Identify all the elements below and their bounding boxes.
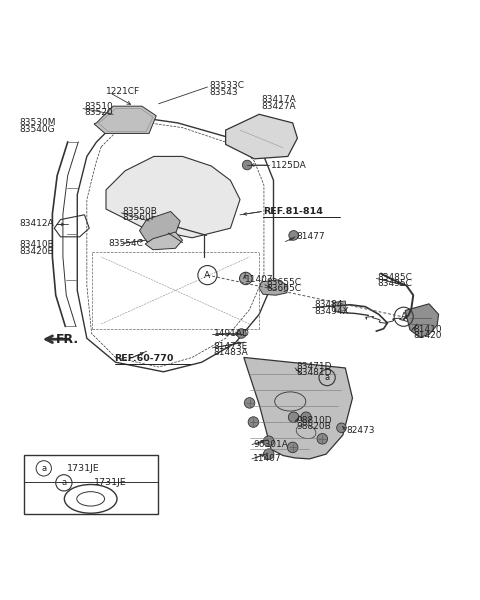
Text: 1125DA: 1125DA (271, 161, 307, 170)
Circle shape (264, 449, 274, 460)
Circle shape (264, 436, 274, 446)
Text: 81420: 81420 (413, 331, 442, 340)
Polygon shape (94, 106, 156, 133)
Text: 1221CF: 1221CF (106, 88, 140, 97)
Text: 81477: 81477 (297, 232, 325, 241)
Polygon shape (140, 211, 180, 242)
Text: 83540G: 83540G (20, 125, 56, 134)
Polygon shape (259, 280, 288, 295)
Text: 83560F: 83560F (123, 213, 156, 222)
Text: 83427A: 83427A (262, 101, 296, 110)
Circle shape (289, 230, 299, 240)
Text: a: a (61, 478, 66, 487)
Text: a: a (41, 464, 47, 473)
Text: REF.60-770: REF.60-770 (115, 354, 174, 363)
Text: 83412A: 83412A (20, 219, 54, 228)
Text: 83410B: 83410B (20, 241, 55, 250)
Text: 83655C: 83655C (266, 278, 301, 287)
Polygon shape (244, 358, 352, 459)
Circle shape (301, 412, 312, 422)
Text: 82473: 82473 (346, 425, 375, 434)
Polygon shape (106, 157, 240, 238)
Text: 83554C: 83554C (108, 239, 143, 248)
Text: 83520: 83520 (84, 108, 113, 117)
Text: 83495C: 83495C (378, 279, 413, 288)
Text: 83494X: 83494X (314, 307, 349, 316)
Text: 83510: 83510 (84, 101, 113, 110)
Text: 98820B: 98820B (297, 422, 331, 431)
Text: 98810D: 98810D (297, 416, 332, 425)
Text: 11407: 11407 (253, 454, 282, 463)
Text: 11407: 11407 (245, 275, 274, 284)
Polygon shape (405, 304, 439, 337)
Circle shape (240, 272, 252, 284)
Text: 81483A: 81483A (214, 348, 249, 357)
Text: 83417A: 83417A (262, 95, 296, 104)
Text: 1731JE: 1731JE (67, 464, 99, 473)
Text: 83543: 83543 (209, 88, 238, 97)
Polygon shape (145, 232, 182, 250)
Polygon shape (333, 301, 346, 312)
Circle shape (288, 412, 299, 422)
Text: 83485C: 83485C (378, 272, 413, 281)
Text: REF.81-814: REF.81-814 (263, 207, 323, 216)
Text: 83530M: 83530M (20, 118, 56, 127)
Text: 83481D: 83481D (297, 368, 332, 377)
Text: FR.: FR. (56, 333, 79, 346)
Text: 83471D: 83471D (297, 362, 332, 371)
Text: 83665C: 83665C (266, 284, 301, 293)
Text: 83533C: 83533C (209, 81, 244, 90)
Text: 81410: 81410 (413, 325, 442, 334)
Text: A: A (401, 312, 407, 321)
Polygon shape (226, 114, 298, 159)
Text: a: a (324, 373, 330, 382)
Text: 83420B: 83420B (20, 247, 54, 256)
Circle shape (336, 423, 346, 433)
Circle shape (244, 398, 255, 408)
Text: 96301A: 96301A (253, 440, 288, 449)
Circle shape (237, 329, 246, 338)
Circle shape (317, 434, 327, 444)
Circle shape (248, 417, 259, 427)
Text: 83484: 83484 (314, 300, 343, 309)
Text: A: A (204, 271, 211, 280)
Circle shape (288, 442, 298, 452)
Circle shape (242, 160, 252, 170)
Text: 1731JE: 1731JE (94, 478, 127, 487)
Text: 1491AD: 1491AD (214, 329, 250, 338)
Text: 83550B: 83550B (123, 207, 157, 216)
Text: 81473E: 81473E (214, 342, 248, 351)
